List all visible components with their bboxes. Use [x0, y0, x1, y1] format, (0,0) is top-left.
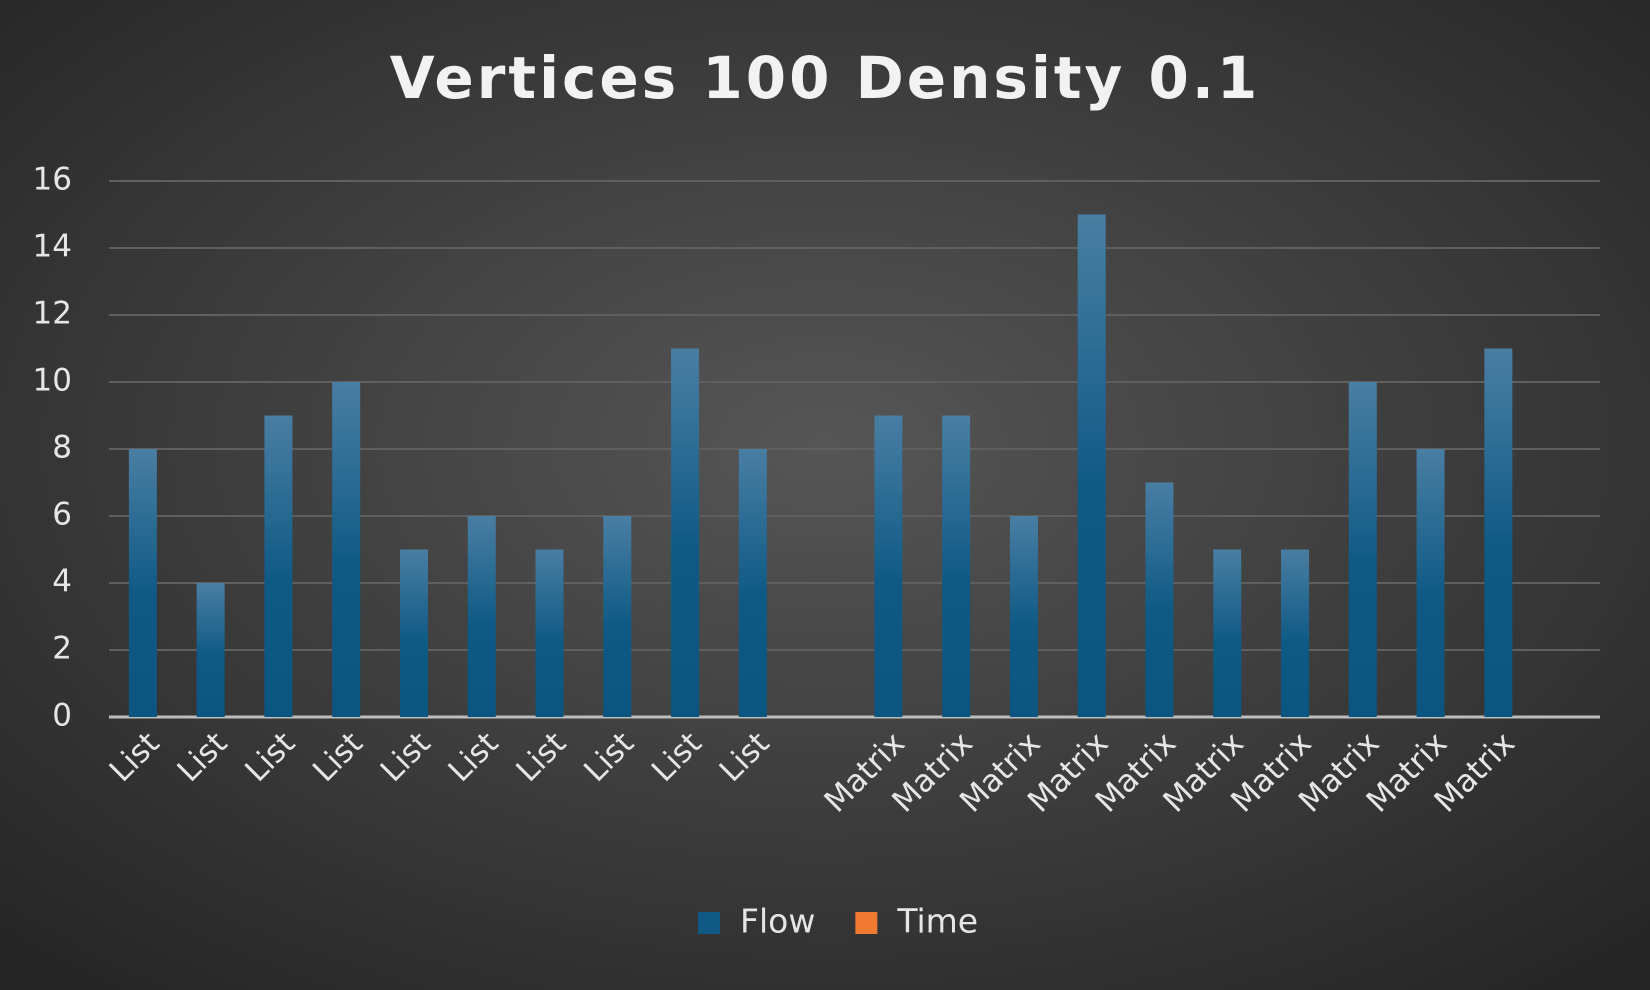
- bar: [1213, 549, 1242, 717]
- legend-swatch: [698, 912, 720, 934]
- bar: [264, 415, 293, 717]
- y-tick-label: 14: [33, 229, 72, 265]
- y-tick-label: 8: [52, 430, 72, 466]
- y-tick-label: 2: [52, 631, 72, 667]
- bar: [1484, 348, 1513, 717]
- bar: [399, 549, 428, 717]
- bar: [128, 449, 157, 717]
- bar: [535, 549, 564, 717]
- legend-label: Flow: [740, 902, 815, 941]
- bar: [1145, 482, 1174, 717]
- chart-title: Vertices 100 Density 0.1: [390, 44, 1261, 112]
- bar: [467, 516, 496, 717]
- y-tick-label: 6: [52, 497, 72, 533]
- bar: [671, 348, 700, 717]
- bar: [1348, 382, 1377, 717]
- bar: [1281, 549, 1310, 717]
- y-tick-label: 12: [33, 296, 72, 332]
- legend-label: Time: [896, 902, 978, 941]
- y-tick-label: 10: [33, 363, 72, 399]
- legend-swatch: [855, 912, 878, 934]
- bar: [942, 415, 971, 717]
- bar: [738, 449, 767, 717]
- bar: [603, 516, 632, 717]
- y-tick-label: 16: [33, 162, 72, 198]
- bar: [1009, 516, 1038, 717]
- bar: [874, 415, 903, 717]
- bar: [332, 382, 361, 717]
- y-tick-label: 0: [52, 698, 72, 734]
- y-tick-label: 4: [52, 564, 72, 600]
- bar: [1077, 214, 1106, 717]
- bar: [1416, 449, 1445, 717]
- bar: [196, 583, 225, 717]
